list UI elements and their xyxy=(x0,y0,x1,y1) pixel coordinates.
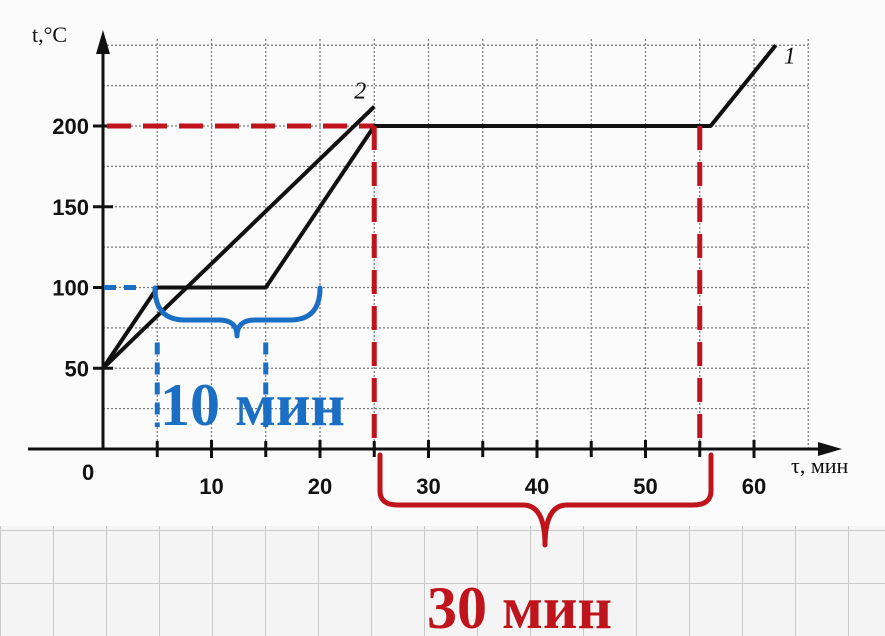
y-tick-label: 100 xyxy=(52,276,89,301)
origin-label: 0 xyxy=(82,460,94,485)
series: 12 xyxy=(101,43,796,370)
x-axis-arrow xyxy=(818,442,842,456)
x-tick-label: 30 xyxy=(416,474,440,499)
annotations xyxy=(104,123,714,548)
duration-30-min-label: 30 мин xyxy=(427,575,612,636)
y-tick-label: 150 xyxy=(52,195,89,220)
series-line-1 xyxy=(101,44,778,370)
ticks: 10 20 30 40 50 60 50 100 150 200 xyxy=(52,114,766,499)
duration-10-min-label: 10 мин xyxy=(160,372,345,438)
series-label-1: 1 xyxy=(784,43,796,69)
series-label-2: 2 xyxy=(354,79,366,105)
y-tick-label: 200 xyxy=(52,114,89,139)
x-tick-label: 50 xyxy=(633,474,657,499)
x-tick-label: 40 xyxy=(525,474,549,499)
x-tick-label: 60 xyxy=(742,474,766,499)
y-axis-label: t,°C xyxy=(32,22,67,47)
brace-10-min xyxy=(152,285,323,339)
series-line-2 xyxy=(101,105,376,370)
chart-paper xyxy=(0,0,885,526)
x-tick-label: 20 xyxy=(308,474,332,499)
x-axis-label: τ, мин xyxy=(791,453,849,478)
x-tick-label: 10 xyxy=(199,474,223,499)
y-tick-label: 50 xyxy=(65,356,89,381)
brace-30-min xyxy=(377,452,714,548)
y-axis-arrow xyxy=(96,30,110,54)
